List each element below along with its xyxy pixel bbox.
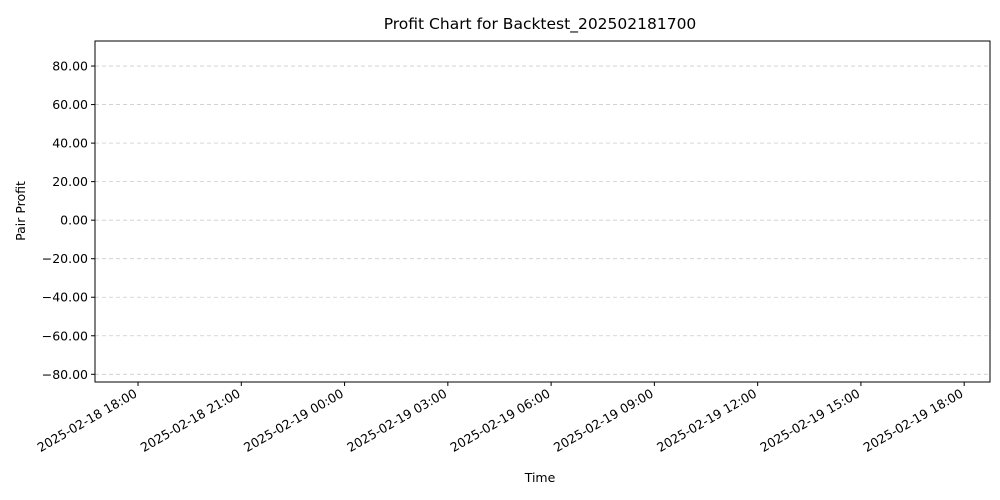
y-grid [95,65,990,375]
y-tick-label: −20.00 [42,251,88,266]
y-tick-label: −60.00 [42,328,88,343]
y-tick-label: 40.00 [52,136,88,151]
y-axis: −80.00 −60.00 −40.00 −20.00 0.00 20.00 40.00 60… [42,59,95,382]
y-tick-label: 0.00 [60,213,88,228]
plot-frame [94,40,991,383]
y-axis-title: Pair Profit [13,181,28,241]
y-tick-label: −40.00 [42,290,88,305]
x-axis-title: Time [524,470,556,485]
y-tick-label: 20.00 [52,174,88,189]
chart-title: Profit Chart for Backtest_202502181700 [384,15,697,34]
y-tick-label: 60.00 [52,97,88,112]
y-tick-label: −80.00 [42,367,88,382]
y-tick-label: 80.00 [52,59,88,74]
